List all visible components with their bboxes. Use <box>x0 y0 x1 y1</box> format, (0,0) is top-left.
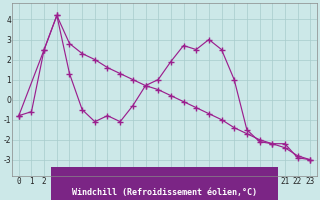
X-axis label: Windchill (Refroidissement éolien,°C): Windchill (Refroidissement éolien,°C) <box>72 188 257 197</box>
